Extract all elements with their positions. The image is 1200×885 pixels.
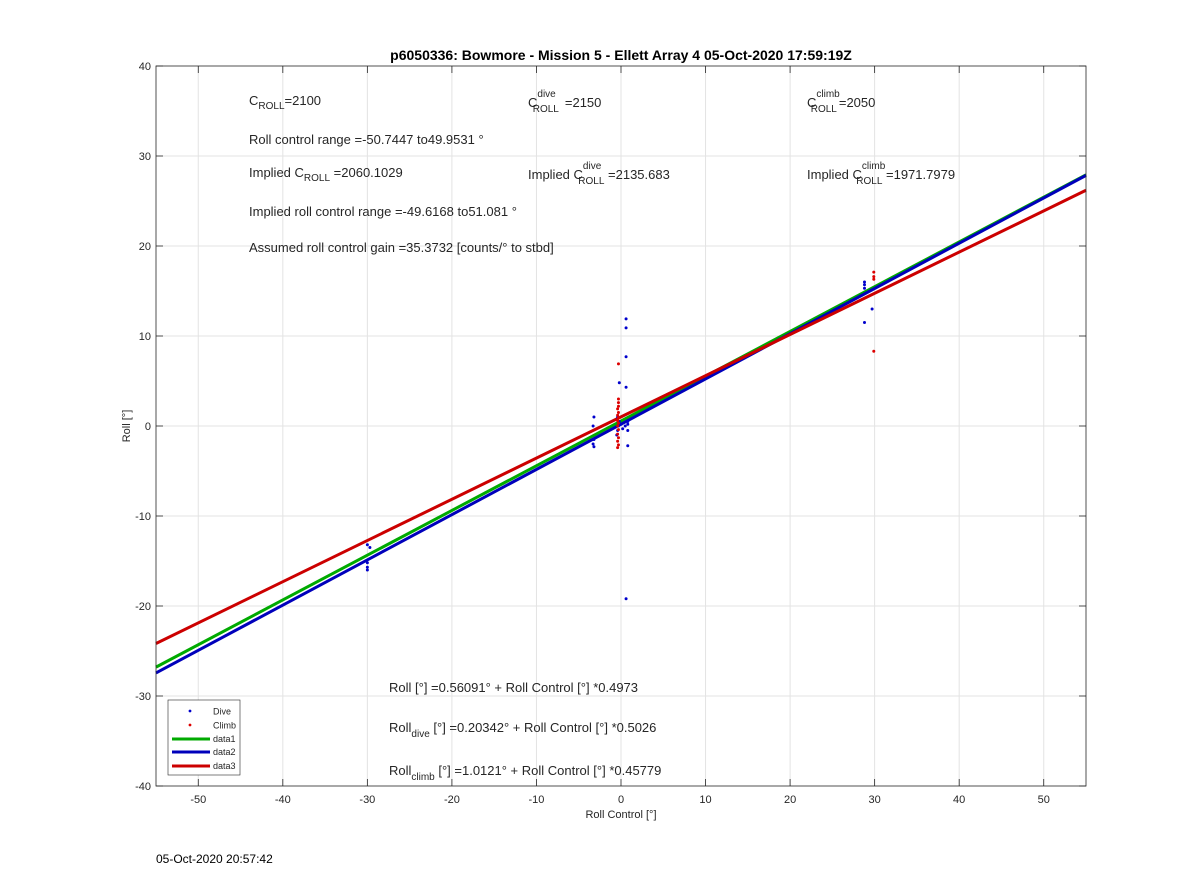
point-dive — [624, 317, 628, 321]
point-climb — [616, 421, 620, 425]
point-dive — [626, 429, 630, 432]
point-dive — [626, 422, 630, 426]
point-dive — [624, 597, 628, 601]
point-climb — [616, 436, 620, 440]
point-climb — [616, 413, 620, 417]
point-dive — [862, 286, 866, 290]
point-climb — [616, 419, 620, 423]
point-dive — [365, 565, 369, 569]
point-climb — [616, 407, 620, 411]
point-dive — [365, 568, 369, 572]
annotation-roll-control-range: Roll control range =-50.7447 to49.9531 ° — [249, 132, 484, 147]
data-points — [365, 270, 876, 601]
point-climb — [872, 277, 876, 281]
annotation-implied-roll-control-range: Implied roll control range =-49.6168 to5… — [249, 204, 517, 219]
y-tick-label: -30 — [135, 691, 151, 703]
point-climb — [616, 432, 620, 436]
point-dive — [365, 543, 369, 547]
tick-labels: -50 -40 -30 -20 -10 0 10 20 30 40 50 -40 -30 -20 -10 0 1… — [135, 61, 1050, 806]
y-tick-label: -10 — [135, 511, 151, 523]
y-axis-label: Roll [°] — [121, 410, 133, 443]
point-climb — [872, 275, 876, 279]
point-dive — [626, 420, 630, 423]
legend-label-dive: Dive — [213, 707, 231, 717]
annotation-c-roll-climb: Cclimb ROLL =2050 — [807, 89, 875, 115]
y-tick-label: -20 — [135, 601, 151, 613]
point-dive — [592, 438, 596, 441]
axes-box — [155, 65, 1087, 787]
x-tick-label: -50 — [190, 794, 206, 806]
y-tick-label: 40 — [139, 61, 151, 73]
y-tick-label: 0 — [145, 421, 151, 433]
point-dive — [862, 280, 866, 284]
point-dive — [624, 355, 628, 359]
point-climb — [616, 404, 620, 408]
annotation-implied-c-roll: Implied CROLL =2060.1029 — [249, 165, 403, 184]
point-dive — [365, 561, 369, 565]
footer-timestamp: 05-Oct-2020 20:57:42 — [156, 852, 273, 866]
point-climb — [616, 428, 620, 432]
annotation-implied-c-roll-dive: Implied Cdive ROLL =2135.683 — [528, 161, 670, 187]
y-tick-label: -40 — [135, 781, 151, 793]
x-tick-label: -40 — [275, 794, 291, 806]
y-tick-label: 20 — [139, 241, 151, 253]
x-tick-label: -10 — [529, 794, 545, 806]
annotation-assumed-gain: Assumed roll control gain =35.3732 [coun… — [249, 240, 554, 255]
point-dive — [870, 307, 874, 311]
point-climb — [616, 397, 620, 401]
legend-marker-dive — [188, 709, 192, 713]
point-dive — [592, 445, 596, 449]
annotation-c-roll-dive: Cdive ROLL =2150 — [528, 89, 601, 115]
y-tick-label: 10 — [139, 331, 151, 343]
point-dive — [862, 321, 866, 324]
legend-marker-climb — [188, 723, 192, 727]
x-tick-label: 30 — [869, 794, 881, 806]
point-dive — [592, 415, 596, 419]
equation-fit-climb: Rollclimb [°] =1.0121° + Roll Control [°… — [389, 763, 661, 783]
point-dive — [624, 326, 628, 330]
x-tick-label: 20 — [784, 794, 796, 806]
x-tick-label: -20 — [444, 794, 460, 806]
fit-line-data3 — [155, 188, 1087, 645]
point-dive — [621, 427, 625, 431]
point-climb — [872, 270, 876, 274]
legend-label-data1: data1 — [213, 734, 236, 744]
x-tick-label: 40 — [953, 794, 965, 806]
point-climb — [616, 411, 620, 414]
point-dive — [619, 422, 623, 426]
legend-label-climb: Climb — [213, 721, 236, 731]
point-dive — [623, 424, 627, 428]
point-climb — [616, 416, 620, 420]
point-dive — [626, 444, 630, 448]
annotation-implied-c-roll-climb: Implied Cclimb ROLL =1971.7979 — [807, 161, 955, 187]
point-climb — [616, 439, 620, 443]
point-climb — [872, 349, 876, 353]
annotation-c-roll: CROLL=2100 — [249, 93, 321, 112]
x-tick-label: 50 — [1038, 794, 1050, 806]
x-axis-label: Roll Control [°] — [585, 809, 656, 821]
legend-label-data2: data2 — [213, 747, 236, 757]
chart-title: p6050336: Bowmore - Mission 5 - Ellett A… — [390, 47, 852, 63]
x-tick-label: 0 — [618, 794, 624, 806]
legend-label-data3: data3 — [213, 761, 236, 771]
point-climb — [616, 401, 620, 405]
grid — [156, 66, 1086, 786]
point-dive — [368, 546, 372, 549]
point-dive — [591, 442, 595, 446]
point-dive — [617, 381, 621, 385]
y-tick-label: 30 — [139, 151, 151, 163]
equation-fit-dive: Rolldive [°] =0.20342° + Roll Control [°… — [389, 720, 656, 740]
point-dive — [624, 385, 628, 389]
point-climb — [616, 446, 620, 450]
point-dive — [862, 283, 866, 287]
x-tick-label: 10 — [699, 794, 711, 806]
x-tick-label: -30 — [359, 794, 375, 806]
point-dive — [591, 424, 595, 428]
equation-fit-all: Roll [°] =0.56091° + Roll Control [°] *0… — [389, 680, 638, 695]
legend: Dive Climb data1 data2 data3 — [167, 699, 241, 776]
point-climb — [616, 424, 620, 428]
point-climb — [616, 362, 620, 366]
point-climb — [616, 443, 620, 447]
